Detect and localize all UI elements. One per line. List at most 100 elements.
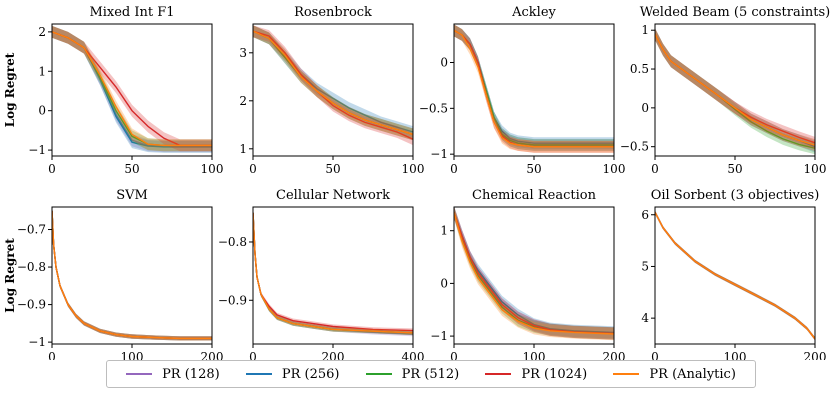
line-pr-256- (655, 211, 815, 340)
y-tick-label: 0 (641, 101, 649, 115)
legend-label: PR (1024) (521, 366, 588, 382)
line-pr-analytic- (655, 211, 815, 340)
x-tick-label: 200 (804, 350, 827, 360)
line-pr-1024- (454, 29, 614, 148)
x-tick-label: 0 (450, 350, 458, 360)
y-tick-label: −1 (28, 335, 46, 349)
band-pr-512- (52, 208, 212, 341)
legend-swatch-pr-512 (365, 373, 392, 375)
band-pr-analytic- (52, 25, 212, 152)
line-pr-256- (52, 210, 212, 340)
x-tick-label: 200 (603, 350, 626, 360)
line-pr-512- (655, 211, 815, 340)
legend-label: PR (128) (162, 366, 220, 382)
y-tick-label: 3 (239, 46, 247, 60)
y-tick-label: 1 (38, 64, 46, 78)
x-tick-label: 0 (48, 350, 56, 360)
y-tick-label: −0.7 (17, 223, 46, 237)
series-group (454, 207, 614, 341)
line-pr-128- (52, 210, 212, 340)
x-tick-label: 100 (201, 162, 224, 176)
y-tick-label: −0.9 (218, 293, 247, 307)
y-tick-label: −1 (430, 147, 448, 161)
line-pr-512- (454, 29, 614, 146)
legend-item: PR (256) (245, 366, 340, 382)
legend-label: PR (Analytic) (649, 366, 736, 382)
y-tick-label: 5 (641, 259, 649, 273)
band-pr-analytic- (52, 208, 212, 341)
x-tick-label: 100 (523, 350, 546, 360)
x-tick-label: 0 (651, 162, 659, 176)
legend-swatch-pr-1024 (485, 373, 512, 375)
y-tick-label: 0 (38, 104, 46, 118)
y-tick-label: −0.8 (218, 235, 247, 249)
y-tick-label: 0 (440, 56, 448, 70)
x-tick-label: 50 (325, 162, 340, 176)
x-tick-label: 50 (727, 162, 742, 176)
legend-swatch-pr-analytic (613, 373, 640, 375)
band-pr-analytic- (253, 25, 413, 141)
panel-title: Chemical Reaction (472, 188, 597, 203)
x-tick-label: 400 (402, 350, 425, 360)
y-tick-label: 1 (641, 23, 649, 37)
y-tick-label: 2 (38, 25, 46, 39)
panel-title: Welded Beam (5 constraints) (640, 5, 830, 20)
series-group (253, 210, 413, 337)
band-pr-1024- (253, 25, 413, 146)
line-pr-1024- (655, 33, 815, 144)
axes-frame (453, 23, 615, 157)
axes-frame (252, 206, 414, 345)
x-tick-label: 100 (603, 162, 626, 176)
y-tick-label: −0.5 (620, 140, 649, 154)
panel-2: 0 50 100 −1 −0.5 0 Ackley (419, 5, 626, 176)
line-pr-analytic- (655, 33, 815, 146)
y-tick-label: −0.8 (17, 260, 46, 274)
line-pr-256- (454, 29, 614, 144)
x-tick-label: 0 (48, 162, 56, 176)
panel-title: Oil Sorbent (3 objectives) (651, 188, 820, 203)
y-axis-label: Log Regret (3, 238, 17, 313)
x-tick-label: 100 (724, 350, 747, 360)
line-pr-analytic- (253, 212, 413, 334)
line-pr-analytic- (52, 210, 212, 340)
x-tick-label: 100 (121, 350, 144, 360)
y-tick-label: 6 (641, 208, 649, 222)
band-pr-512- (454, 24, 614, 151)
legend-label: PR (256) (281, 366, 340, 382)
legend-label: PR (512) (401, 366, 460, 382)
x-tick-label: 0 (450, 162, 458, 176)
band-pr-512- (655, 210, 815, 341)
y-tick-label: −1 (430, 329, 448, 343)
line-pr-analytic- (52, 31, 212, 147)
line-pr-1024- (454, 212, 614, 335)
axes-frame (654, 206, 816, 345)
band-pr-analytic- (253, 210, 413, 336)
legend-item: PR (512) (365, 366, 460, 382)
y-tick-label: 2 (239, 94, 247, 108)
band-pr-512- (655, 28, 815, 155)
band-pr-analytic- (655, 28, 815, 152)
line-pr-analytic- (253, 30, 413, 136)
panel-title: SVM (116, 188, 148, 203)
x-tick-label: 0 (651, 350, 659, 360)
line-pr-1024- (52, 210, 212, 340)
legend-item: PR (128) (126, 367, 220, 382)
band-pr-128- (655, 28, 815, 152)
y-tick-label: −0.9 (17, 298, 46, 312)
series-group (52, 208, 212, 341)
legend-swatch-pr-256 (245, 373, 272, 375)
y-axis-label: Log Regret (3, 52, 17, 127)
x-tick-label: 50 (124, 162, 139, 176)
band-pr-analytic- (454, 24, 614, 153)
line-pr-1024- (655, 211, 815, 340)
line-pr-128- (655, 211, 815, 340)
y-tick-label: 1 (239, 142, 247, 156)
series-group (52, 25, 212, 153)
band-pr-1024- (454, 24, 614, 153)
line-pr-128- (454, 29, 614, 146)
line-pr-512- (52, 210, 212, 340)
